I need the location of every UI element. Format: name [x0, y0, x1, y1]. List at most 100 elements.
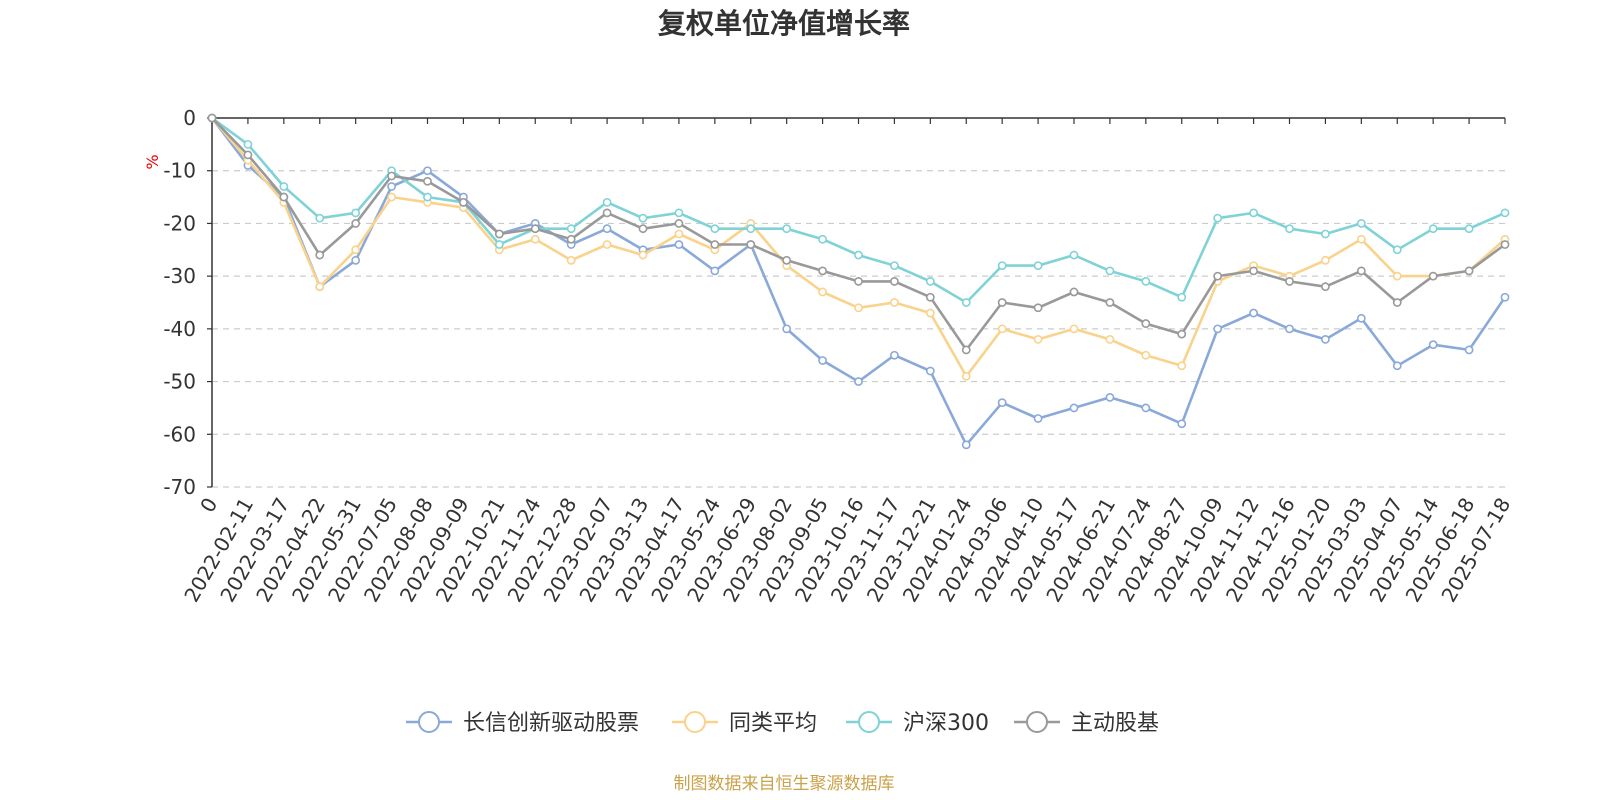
data-point: [1428, 224, 1438, 234]
series-4: [207, 113, 1510, 355]
data-point: [494, 229, 504, 239]
data-point: [997, 324, 1007, 334]
data-point: [818, 287, 827, 297]
data-point: [602, 208, 612, 218]
data-point: [602, 197, 612, 207]
data-point: [997, 261, 1007, 270]
y-tick-label: -40: [163, 317, 196, 341]
legend-label: 同类平均: [729, 711, 817, 736]
data-point: [1069, 287, 1079, 297]
data-point: [854, 303, 863, 313]
y-tick-label: -50: [163, 370, 196, 394]
data-point: [1069, 403, 1079, 413]
data-point: [1356, 219, 1366, 228]
data-point: [602, 240, 612, 249]
data-point: [1392, 271, 1402, 281]
data-point: [315, 282, 325, 292]
legend-item[interactable]: 长信创新驱动股票: [406, 711, 639, 736]
legend[interactable]: 长信创新驱动股票 同类平均 沪深300 主动股基: [406, 711, 1159, 736]
data-point: [890, 261, 899, 270]
data-point: [890, 277, 899, 286]
series-lines: [207, 113, 1510, 450]
data-point: [1321, 229, 1330, 239]
data-point: [530, 234, 540, 244]
data-point: [1213, 213, 1223, 223]
data-point: [387, 192, 396, 202]
chart-title: 复权单位净值增长率: [658, 7, 910, 40]
data-point: [1464, 266, 1474, 276]
data-point: [315, 250, 325, 260]
data-point: [782, 224, 792, 234]
data-point: [387, 182, 396, 191]
data-point: [1105, 266, 1115, 276]
data-point: [1428, 340, 1438, 350]
y-tick-label: -60: [163, 422, 196, 446]
data-point: [423, 192, 432, 202]
data-point: [530, 224, 540, 234]
y-tick-label: -20: [163, 211, 196, 235]
data-point: [315, 213, 325, 223]
data-point: [1392, 298, 1402, 307]
data-point: [243, 150, 253, 160]
legend-item[interactable]: 主动股基: [1014, 711, 1159, 736]
data-point: [1500, 208, 1510, 218]
series-line: [210, 116, 1507, 304]
data-point: [351, 255, 361, 265]
data-point: [566, 224, 576, 234]
data-point: [1500, 240, 1510, 249]
data-point: [1069, 250, 1079, 260]
data-point: [1069, 324, 1079, 334]
legend-circle-icon: [418, 711, 440, 733]
data-point: [818, 266, 827, 276]
data-point: [890, 298, 899, 307]
grid-lines: [212, 170, 1505, 488]
y-tick-label: -30: [163, 264, 196, 288]
data-point: [1285, 324, 1294, 334]
data-point: [1141, 319, 1151, 328]
data-point: [1285, 224, 1294, 234]
data-point: [423, 166, 432, 176]
data-point: [387, 171, 396, 181]
y-tick-label: 0: [183, 106, 196, 130]
data-point: [674, 240, 684, 249]
data-point: [638, 224, 648, 234]
series-3: [207, 113, 1510, 307]
legend-circle-icon: [684, 711, 706, 733]
data-point: [638, 250, 648, 260]
data-point: [746, 224, 756, 234]
data-point: [1177, 361, 1187, 371]
y-tick-label: -10: [163, 159, 196, 183]
legend-label: 主动股基: [1071, 711, 1159, 736]
legend-item[interactable]: 同类平均: [672, 711, 817, 736]
data-point: [854, 250, 863, 260]
data-point: [1356, 266, 1366, 276]
series-line: [210, 116, 1507, 378]
data-point: [1177, 419, 1187, 429]
legend-circle-icon: [1026, 711, 1048, 733]
data-point: [1033, 414, 1043, 423]
data-point: [351, 219, 361, 228]
data-source-note: 制图数据来自恒生聚源数据库: [674, 774, 895, 794]
data-point: [351, 208, 361, 218]
data-point: [925, 366, 935, 376]
data-point: [1105, 298, 1115, 307]
data-point: [423, 176, 432, 186]
y-axis-unit-label: %: [143, 154, 162, 169]
data-point: [279, 182, 289, 191]
data-point: [207, 113, 217, 123]
data-point: [566, 255, 576, 265]
data-point: [925, 292, 935, 302]
data-point: [854, 277, 863, 286]
data-point: [782, 324, 792, 334]
data-point: [1033, 261, 1043, 270]
data-point: [710, 240, 720, 249]
data-point: [351, 245, 361, 255]
data-point: [566, 234, 576, 244]
data-point: [782, 255, 792, 265]
series-line: [210, 116, 1507, 352]
data-point: [1141, 277, 1151, 286]
data-point: [746, 240, 756, 249]
legend-item[interactable]: 沪深300: [846, 711, 989, 736]
data-point: [1428, 271, 1438, 281]
data-point: [1356, 313, 1366, 323]
